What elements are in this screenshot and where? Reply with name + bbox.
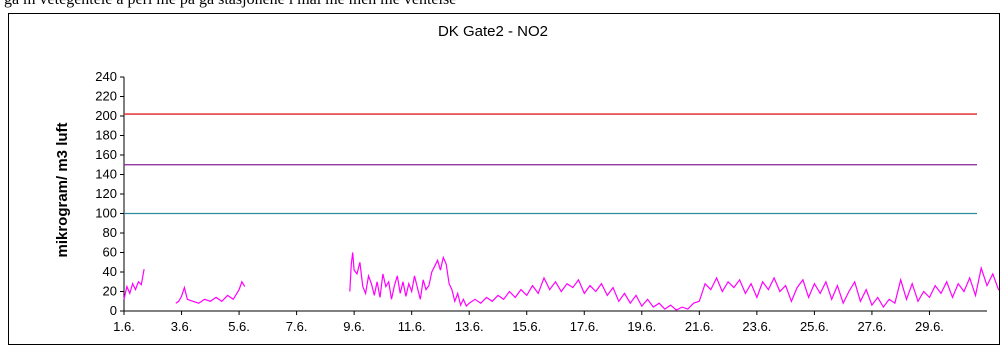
y-tick-label: 160 [95,147,117,162]
y-tick-label: 180 [95,128,117,143]
y-tick-label: 20 [103,284,117,299]
y-tick-label: 120 [95,186,117,201]
y-tick-label: 100 [95,206,117,221]
y-tick-label: 40 [103,264,117,279]
x-tick-label: 11.6. [398,319,426,334]
y-ticks: 0 20 40 60 80 100 120 140 160 180 200 220 240 [95,69,124,318]
x-tick-label: 1.6. [113,319,135,334]
x-tick-label: 21.6. [685,319,714,334]
x-tick-label: 23.6. [742,319,771,334]
x-tick-label: 29.6. [915,319,944,334]
y-tick-label: 60 [103,245,117,260]
y-tick-label: 240 [95,69,117,84]
y-tick-label: 220 [95,89,117,104]
x-tick-label: 15.6. [512,319,541,334]
x-tick-label: 9.6. [343,319,365,334]
y-tick-label: 200 [95,108,117,123]
x-tick-label: 19.6. [627,319,656,334]
y-axis-label: mikrogram/ m3 luft [54,122,71,257]
y-tick-label: 80 [103,225,117,240]
reference-lines [124,113,977,215]
x-tick-label: 25.6. [800,319,829,334]
no2-line-chart: DK Gate2 - NO2 mikrogram/ m3 luft 0 20 40 6… [54,23,999,334]
x-tick-label: 13.6. [455,319,484,334]
x-tick-label: 5.6. [228,319,250,334]
y-tick-label: 0 [110,303,117,318]
x-tick-label: 7.6. [286,319,308,334]
chart-title: DK Gate2 - NO2 [438,23,548,40]
x-tick-label: 3.6. [171,319,193,334]
series-group [123,252,999,311]
x-ticks: 1.6. 3.6. 5.6. 7.6. 9.6. 11.6. 13.6. 15.6. 17.6.… [113,311,944,334]
y-tick-label: 140 [95,167,117,182]
no2-series-line [349,252,999,311]
no2-series-line [175,280,246,304]
x-tick-label: 17.6. [570,319,599,334]
x-tick-label: 27.6. [857,319,886,334]
chart-frame: DK Gate2 - NO2 mikrogram/ m3 luft 0 20 40 6… [8,13,1000,345]
no2-series-line [123,268,145,300]
top-caption: ga m vetegentele a peri me pa ga stasjon… [4,0,456,9]
